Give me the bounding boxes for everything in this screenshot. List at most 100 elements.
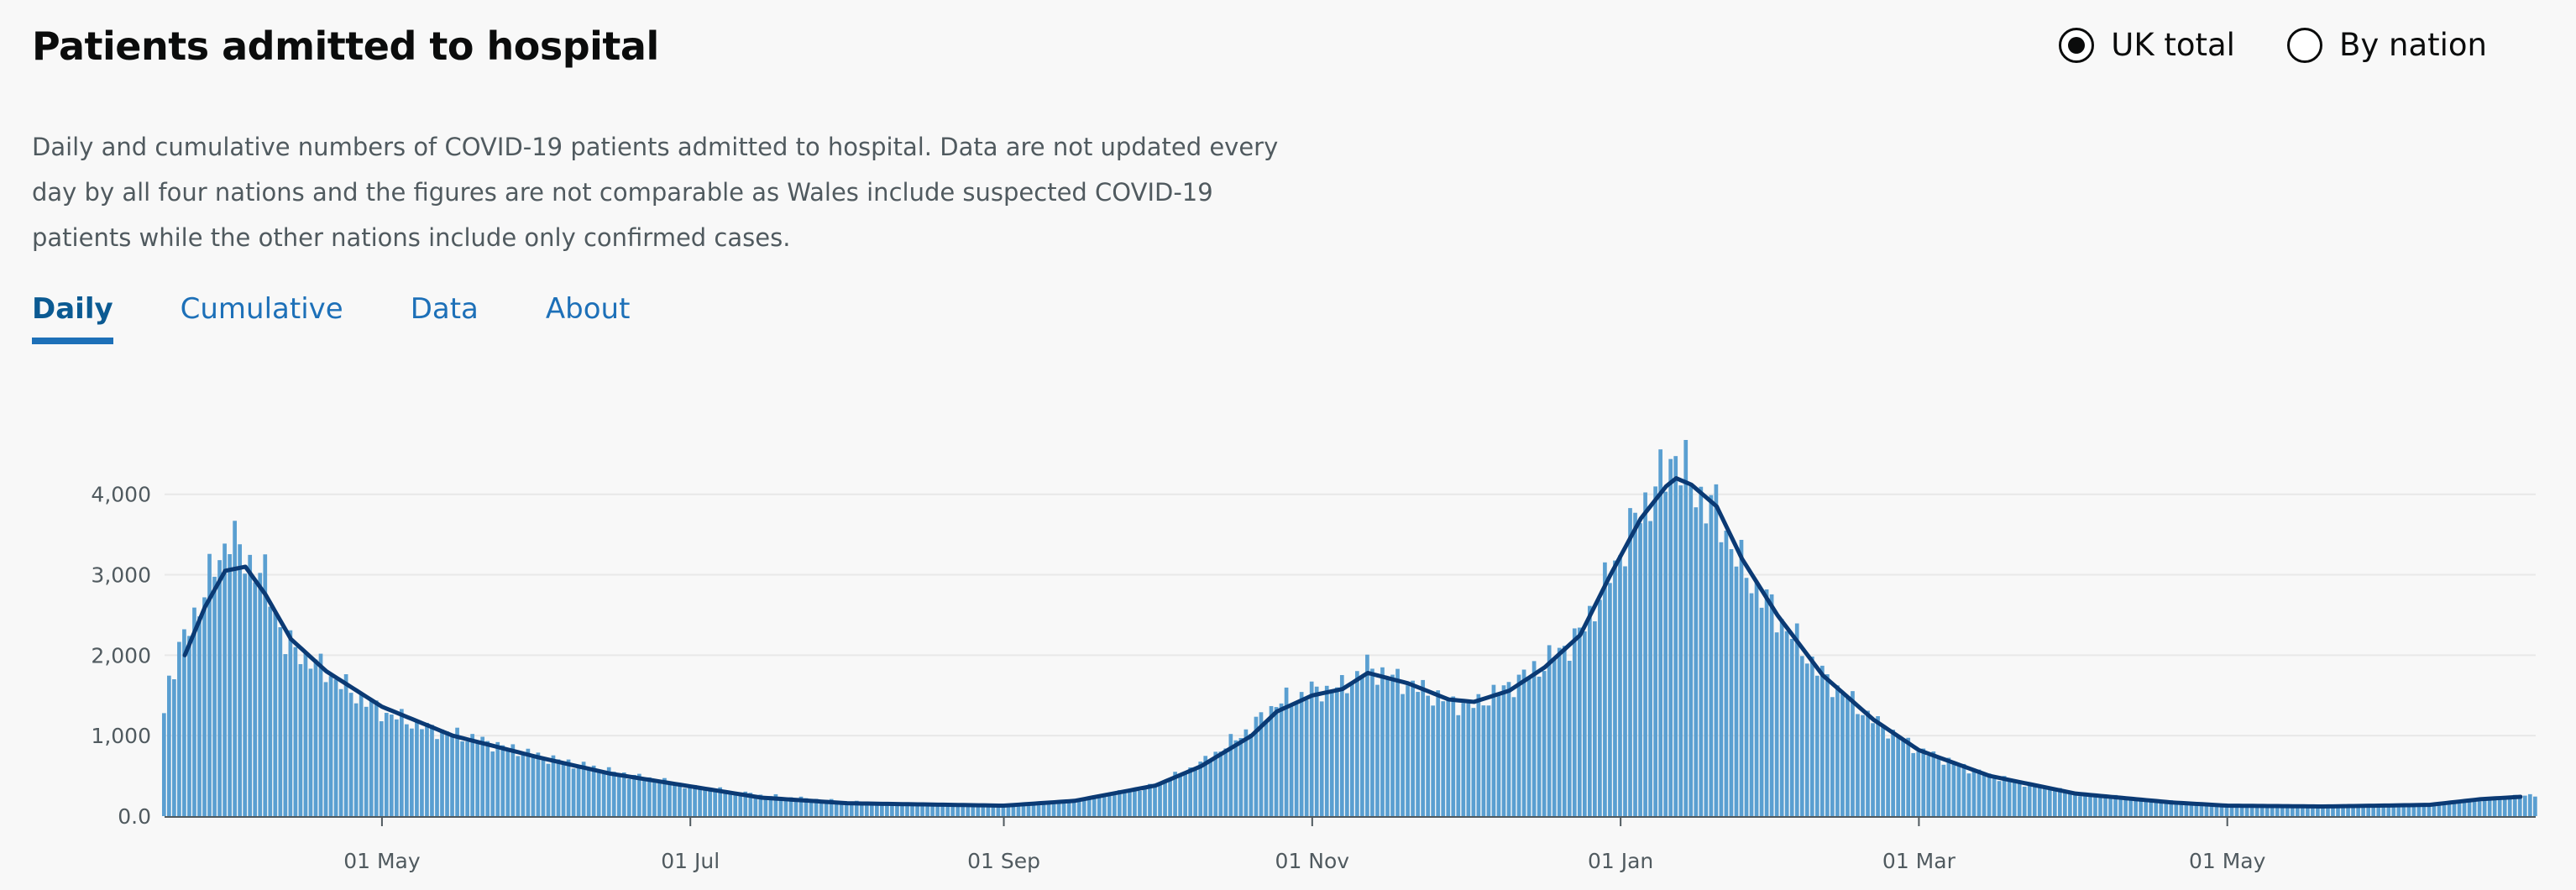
bar (616, 773, 621, 816)
bar (298, 663, 303, 816)
bar (1249, 734, 1254, 816)
bar (1739, 539, 1744, 816)
x-tick-label: 01 Sep (967, 849, 1040, 873)
bar (1309, 681, 1314, 816)
bar (2462, 800, 2467, 816)
bar (2331, 805, 2335, 816)
bar (1143, 787, 1147, 816)
tab-cumulative[interactable]: Cumulative (180, 292, 343, 326)
bar (223, 543, 227, 816)
bar (2249, 804, 2254, 816)
x-tick-label: 01 May (343, 849, 421, 873)
bar (905, 804, 909, 816)
bar (374, 700, 379, 816)
bar (278, 627, 283, 816)
bar (596, 770, 601, 816)
bar (1577, 627, 1582, 816)
bar (819, 800, 824, 816)
bar (2189, 804, 2194, 816)
bar (323, 682, 328, 816)
bar (854, 800, 859, 816)
bar (2406, 804, 2411, 816)
bar (673, 783, 677, 816)
bar (2356, 805, 2360, 816)
bar (940, 804, 945, 816)
bar (910, 804, 914, 816)
bar (1764, 589, 1769, 816)
bar (440, 729, 444, 816)
bar (1819, 665, 1825, 816)
bar (1269, 705, 1274, 816)
bar (1648, 521, 1652, 816)
bar (1113, 795, 1117, 816)
bar (2098, 794, 2102, 816)
bar (2381, 805, 2386, 816)
bar (2149, 800, 2154, 816)
tab-about[interactable]: About (545, 292, 631, 326)
bar (2042, 786, 2047, 816)
bar (1299, 692, 1304, 816)
bar (971, 805, 976, 816)
radio-uk-total[interactable]: UK total (2059, 27, 2235, 63)
bar (1138, 790, 1142, 816)
bar (2209, 804, 2214, 816)
bar (1426, 695, 1431, 816)
bar (2301, 806, 2305, 816)
bar (708, 790, 712, 816)
tab-data[interactable]: Data (410, 292, 479, 326)
bar (743, 791, 748, 816)
bar (1213, 751, 1218, 816)
bar (2073, 793, 2077, 816)
bar (950, 804, 956, 816)
bar (1856, 714, 1860, 816)
bar (1623, 566, 1627, 816)
bar (1593, 621, 1597, 816)
bar (2093, 796, 2097, 816)
bar (1011, 804, 1016, 816)
bar (258, 573, 263, 816)
bar (536, 752, 541, 816)
bar (1031, 804, 1036, 816)
bar (768, 796, 773, 816)
bar (1401, 694, 1405, 816)
bar (1360, 677, 1364, 816)
bar (1107, 794, 1112, 816)
bar (2507, 798, 2512, 816)
radio-unchecked-icon[interactable] (2286, 27, 2322, 63)
bar (1552, 658, 1557, 816)
bar (1294, 701, 1299, 816)
radio-by-nation[interactable]: By nation (2286, 27, 2487, 63)
bar (1704, 523, 1709, 816)
bar (1183, 772, 1187, 816)
bar (1689, 484, 1694, 816)
bar (1501, 685, 1506, 816)
bar (2386, 804, 2391, 816)
bar (2321, 806, 2325, 816)
bar (1799, 656, 1804, 816)
bar (2027, 783, 2032, 816)
bar (348, 693, 353, 816)
bar (1840, 694, 1845, 816)
bar (2002, 776, 2007, 816)
bar (2032, 783, 2037, 816)
bar (1086, 798, 1092, 816)
bar (642, 779, 647, 816)
bar (516, 756, 521, 816)
bar (2068, 792, 2072, 816)
radio-checked-icon[interactable] (2059, 27, 2095, 63)
bar (1001, 806, 1006, 816)
bar (2401, 804, 2406, 816)
bar (1016, 804, 1021, 816)
bar (2477, 801, 2482, 816)
bar (631, 774, 636, 816)
bar (778, 798, 783, 816)
tab-daily[interactable]: Daily (32, 292, 113, 344)
bar (318, 653, 323, 816)
bar (2457, 800, 2462, 816)
bar (1486, 705, 1491, 816)
bar (966, 804, 971, 816)
bar (2472, 799, 2477, 816)
bar (2083, 793, 2087, 816)
bar (2078, 796, 2082, 816)
bar (1203, 756, 1208, 816)
